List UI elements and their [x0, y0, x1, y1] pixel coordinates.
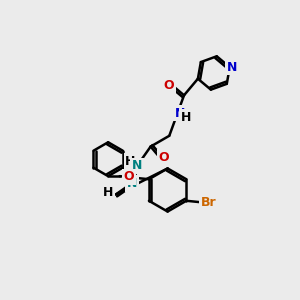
Text: O: O: [159, 151, 170, 164]
Text: N: N: [127, 177, 137, 190]
Text: Br: Br: [201, 196, 216, 209]
Text: N: N: [131, 159, 142, 172]
Text: O: O: [164, 79, 174, 92]
Text: H: H: [125, 155, 136, 168]
Text: H: H: [181, 111, 191, 124]
Text: N: N: [175, 107, 185, 120]
Text: N: N: [227, 61, 237, 74]
Text: O: O: [124, 170, 134, 183]
Text: H: H: [103, 186, 113, 200]
